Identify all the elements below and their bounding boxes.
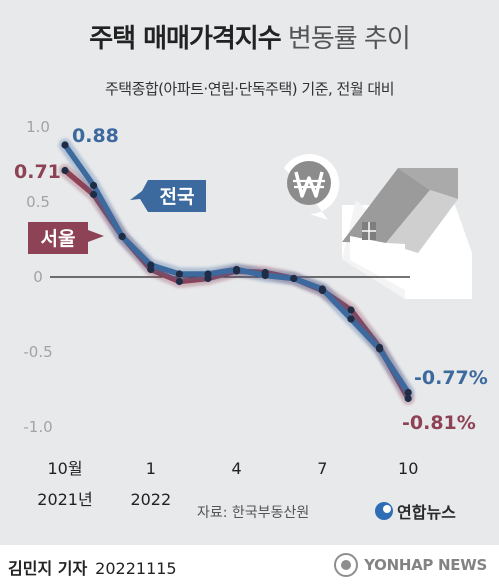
yonhap-watermark-icon — [334, 553, 359, 577]
data-point-national — [90, 181, 98, 190]
y-tick-label: 0.5 — [26, 193, 50, 211]
publish-date: 20221115 — [95, 559, 177, 578]
data-point-seoul — [404, 394, 412, 403]
x-tick-label: 1 — [146, 459, 156, 478]
byline: 김민지 기자 20221115 — [8, 555, 177, 579]
house-icon — [342, 168, 472, 299]
data-point-national — [261, 271, 269, 280]
watermark-text: YONHAP NEWS — [364, 556, 487, 574]
page-title: 주택 매매가격지수 변동률 추이 — [0, 18, 499, 55]
data-point-national — [118, 232, 126, 241]
data-point-national — [233, 265, 241, 274]
legend-callout-national: 전국 — [130, 180, 206, 212]
source-note: 자료: 한국부동산원 — [197, 505, 309, 521]
data-point-seoul — [175, 277, 183, 286]
x-tick-label: 4 — [232, 459, 242, 478]
y-axis: 1.0 0.5 0 -0.5 -1.0 — [23, 118, 52, 436]
x-tick-label: 10월 — [47, 459, 82, 478]
series-last-label-national: -0.77% — [414, 367, 488, 389]
x-tick-label: 10 — [398, 459, 418, 478]
series-last-label-seoul: -0.81% — [402, 412, 476, 434]
data-point-national — [61, 141, 69, 149]
logo-text: 연합뉴스 — [397, 503, 456, 522]
won-currency-icon — [284, 154, 340, 220]
data-point-national — [204, 270, 212, 278]
series-layer — [58, 138, 415, 405]
data-point-national — [347, 315, 355, 323]
data-point-national — [376, 345, 384, 353]
y-tick-label: 1.0 — [26, 118, 50, 136]
y-tick-label: -0.5 — [23, 343, 52, 361]
reporter-name: 김민지 기자 — [8, 559, 88, 578]
legend-label-national: 전국 — [160, 186, 195, 208]
data-point-national — [175, 270, 183, 278]
chart-stage: 주택 매매가격지수 변동률 추이 주택종합(아파트·연립·단독주택) 기준, 전… — [0, 0, 499, 545]
x-tick-label-year: 2021년 — [37, 490, 92, 509]
x-tick-label-year: 2022 — [130, 490, 171, 509]
legend-label-seoul: 서울 — [41, 228, 76, 250]
data-point-national — [318, 285, 326, 293]
footer-bar: 김민지 기자 20221115 YONHAP NEWS — [0, 545, 499, 586]
y-tick-label: 0 — [33, 268, 43, 286]
data-point-seoul — [61, 166, 69, 175]
series-first-label-seoul: 0.71 — [14, 161, 61, 183]
data-point-national — [290, 274, 298, 283]
title-light: 변동률 추이 — [287, 24, 411, 54]
chart-subtitle: 주택종합(아파트·연립·단독주택) 기준, 전월 대비 — [104, 80, 395, 98]
watermark: YONHAP NEWS — [334, 553, 487, 577]
data-point-seoul — [90, 190, 98, 199]
legend-callout-seoul: 서울 — [28, 222, 104, 254]
data-point-seoul — [347, 306, 355, 314]
x-axis: 10월 2021년 1 2022 4 7 10 — [37, 459, 418, 509]
yonhap-logo: 연합뉴스 — [375, 502, 456, 522]
series-first-label-national: 0.88 — [72, 125, 119, 147]
title-bold: 주택 매매가격지수 — [89, 24, 281, 54]
x-tick-label: 7 — [317, 459, 327, 478]
y-tick-label: -1.0 — [23, 418, 52, 436]
data-point-national — [147, 261, 155, 269]
data-point-national — [404, 388, 412, 397]
